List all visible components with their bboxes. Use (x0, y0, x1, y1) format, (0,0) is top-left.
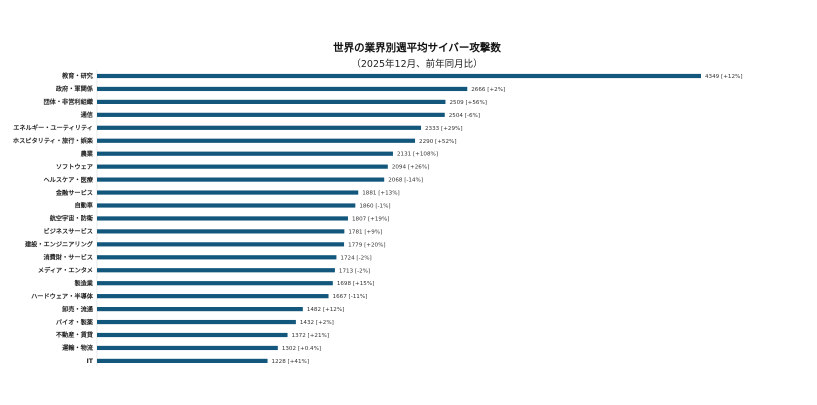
bar (97, 177, 385, 182)
category-label: 消費財・サービス (44, 254, 94, 262)
bar (97, 203, 356, 208)
data-label: 2509 [+56%] (449, 100, 487, 106)
data-label: 2290 [+52%] (419, 139, 457, 145)
bar (97, 112, 445, 117)
data-label: 1432 [+2%] (300, 320, 334, 326)
bar (97, 294, 329, 299)
data-label: 1698 [+15%] (337, 281, 375, 287)
category-label: ソフトウェア (56, 163, 93, 171)
category-label: ホスピタリティ・旅行・娯楽 (13, 137, 94, 145)
data-label: 1807 [+19%] (352, 216, 390, 222)
bar (97, 358, 268, 363)
category-label: 卸売・流通 (62, 305, 94, 313)
data-label: 2068 [-14%] (388, 178, 423, 184)
bar (97, 190, 359, 195)
bar (97, 242, 345, 247)
data-label: 1860 [-1%] (359, 204, 390, 210)
category-label: メディア・エンタメ (38, 266, 93, 274)
category-label: 通信 (81, 111, 93, 119)
category-label: 建設・エンジニアリング (24, 241, 94, 249)
data-label: 1713 [-2%] (339, 268, 370, 274)
category-label: 自動車 (74, 202, 93, 210)
bar (97, 345, 278, 351)
bar (97, 138, 416, 143)
data-label: 2131 [+108%] (397, 152, 438, 158)
bar (97, 307, 303, 312)
bar (97, 255, 337, 260)
data-label: 1302 [+0.4%] (282, 346, 321, 352)
data-label: 4349 [+12%] (705, 74, 743, 80)
category-label: 教育・研究 (61, 72, 94, 80)
bar (97, 86, 468, 92)
chart-title: 世界の業界別週平均サイバー攻撃数 (333, 41, 501, 54)
data-label: 1779 [+20%] (348, 242, 386, 248)
category-label: バイオ・製薬 (56, 318, 94, 326)
data-label: 2094 [+26%] (392, 165, 430, 171)
category-label: ビジネスサービス (44, 228, 94, 236)
data-label: 1781 [+9%] (348, 229, 382, 235)
data-label: 1482 [+12%] (307, 307, 345, 313)
bar (97, 151, 393, 156)
data-label: 1228 [+41%] (272, 359, 310, 365)
category-label: 団体・非営利組織 (44, 98, 94, 106)
bar (97, 73, 701, 79)
bar (97, 332, 288, 338)
bar (97, 319, 296, 325)
category-label: 運輸・物流 (62, 344, 94, 352)
data-label: 2666 [+2%] (471, 87, 505, 93)
chart-subtitle: （2025年12月、前年同月比） (351, 58, 482, 70)
data-label: 2504 [-6%] (449, 113, 480, 119)
category-label: 不動産・賃貸 (56, 331, 94, 339)
category-label: ヘルスケア・医療 (44, 176, 94, 184)
bar (97, 125, 422, 130)
category-label: 製造業 (73, 279, 93, 287)
category-label: IT (86, 358, 93, 365)
bar (97, 281, 333, 286)
data-label: 1881 [+13%] (362, 191, 400, 197)
data-label: 1724 [-2%] (340, 255, 371, 261)
category-label: 航空宇宙・防衛 (50, 215, 94, 223)
category-label: エネルギー・ユーティリティ (13, 124, 93, 132)
category-label: 農業 (81, 150, 94, 158)
data-label: 1372 [+21%] (292, 333, 330, 339)
data-label: 2333 [+29%] (425, 126, 463, 132)
bar (97, 229, 345, 234)
category-label: ハードウェア・半導体 (31, 292, 94, 300)
data-label: 1667 [-11%] (333, 294, 368, 300)
category-label: 金融サービス (55, 189, 93, 197)
bar (97, 164, 388, 169)
bar (97, 99, 446, 104)
bar (97, 216, 348, 221)
category-label: 政府・軍関係 (56, 85, 94, 93)
bar (97, 268, 335, 273)
